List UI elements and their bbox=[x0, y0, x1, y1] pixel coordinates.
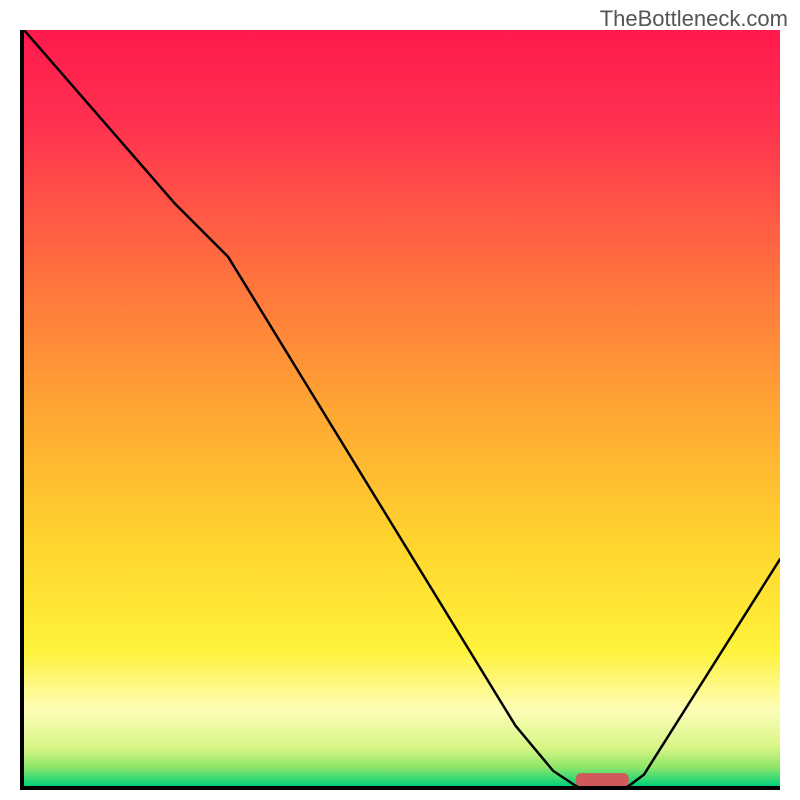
chart-background bbox=[24, 30, 780, 786]
plot-svg bbox=[24, 30, 780, 786]
watermark-text: TheBottleneck.com bbox=[600, 6, 788, 32]
optimal-marker bbox=[576, 773, 629, 786]
plot-area bbox=[20, 30, 780, 790]
